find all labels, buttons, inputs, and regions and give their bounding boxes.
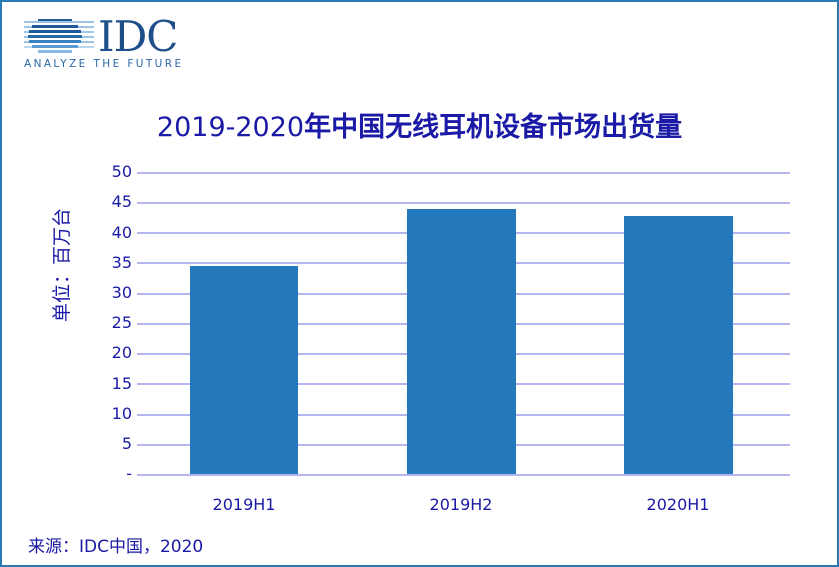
y-tick: 30 bbox=[111, 283, 132, 302]
x-tick: 2019H1 bbox=[212, 495, 276, 514]
title-year: 2019-2020 bbox=[156, 112, 305, 143]
y-tick: 35 bbox=[111, 253, 132, 272]
bar-2019H1 bbox=[190, 266, 298, 474]
logo-text: IDC bbox=[98, 12, 178, 61]
x-tick: 2020H1 bbox=[646, 495, 710, 514]
y-tick: - bbox=[126, 464, 132, 483]
bar-2019H2 bbox=[407, 209, 516, 474]
x-tick: 2019H2 bbox=[429, 495, 493, 514]
chart-title: 2019-2020年中国无线耳机设备市场出货量 bbox=[2, 105, 837, 144]
y-tick: 20 bbox=[111, 343, 132, 362]
y-tick: 25 bbox=[111, 313, 132, 332]
y-tick: 40 bbox=[111, 223, 132, 242]
y-tick: 5 bbox=[121, 434, 132, 453]
idc-logo: IDC ANALYZE THE FUTURE bbox=[24, 14, 184, 74]
y-tick: 15 bbox=[111, 374, 132, 393]
y-tick: 10 bbox=[111, 404, 132, 423]
y-tick: 45 bbox=[111, 192, 132, 211]
gridline bbox=[137, 172, 790, 174]
logo-tagline: ANALYZE THE FUTURE bbox=[24, 58, 184, 70]
source-note: 来源：IDC中国，2020 bbox=[28, 537, 204, 557]
title-text: 年中国无线耳机设备市场出货量 bbox=[304, 112, 683, 143]
y-axis-label: 单位：百万台 bbox=[51, 207, 73, 322]
gridline-baseline bbox=[137, 474, 790, 476]
globe-stripes-icon bbox=[24, 19, 94, 53]
y-tick: 50 bbox=[111, 162, 132, 181]
gridline bbox=[137, 202, 790, 204]
bar-2020H1 bbox=[624, 216, 733, 474]
